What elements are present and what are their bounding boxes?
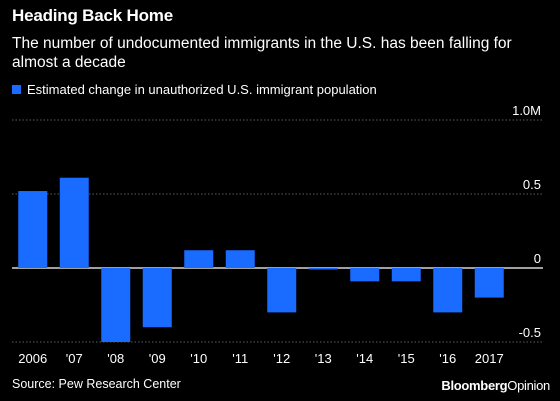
x-tick-label: 2006 [18,351,47,366]
x-tick-label: '10 [190,351,207,366]
y-tick-label: -0.5 [519,325,541,340]
brand-bold: Bloomberg [441,378,508,393]
bar [225,250,255,268]
x-tick-label: '15 [398,351,415,366]
bar [59,177,89,268]
bar [18,191,48,268]
x-tick-label: '09 [149,351,166,366]
bar [308,268,338,270]
x-tick-label: '16 [439,351,456,366]
y-tick-label: 0 [534,251,541,266]
legend-swatch [12,85,21,94]
bar [474,268,504,298]
x-tick-label: '12 [273,351,290,366]
x-tick-label: '07 [66,351,83,366]
source-note: Source: Pew Research Center [12,377,181,391]
bar [433,268,463,313]
bar [391,268,421,282]
brand-logo: BloombergOpinion [441,378,550,393]
legend-label: Estimated change in unauthorized U.S. im… [27,82,377,97]
brand-light: Opinion [507,378,550,393]
y-tick-label: 1.0M [512,103,541,118]
bar [142,268,172,328]
chart-title: Heading Back Home [12,6,173,25]
x-tick-label: '11 [232,351,248,366]
bar [350,268,380,282]
bar [184,250,214,268]
y-tick-label: 0.5 [523,177,541,192]
chart-subtitle: The number of undocumented immigrants in… [12,35,512,71]
bar [267,268,297,313]
legend: Estimated change in unauthorized U.S. im… [12,82,377,97]
x-tick-label: '08 [107,351,124,366]
x-tick-label: '14 [356,351,373,366]
bar [101,268,131,342]
x-tick-label: '13 [315,351,332,366]
x-tick-label: 2017 [475,351,504,366]
